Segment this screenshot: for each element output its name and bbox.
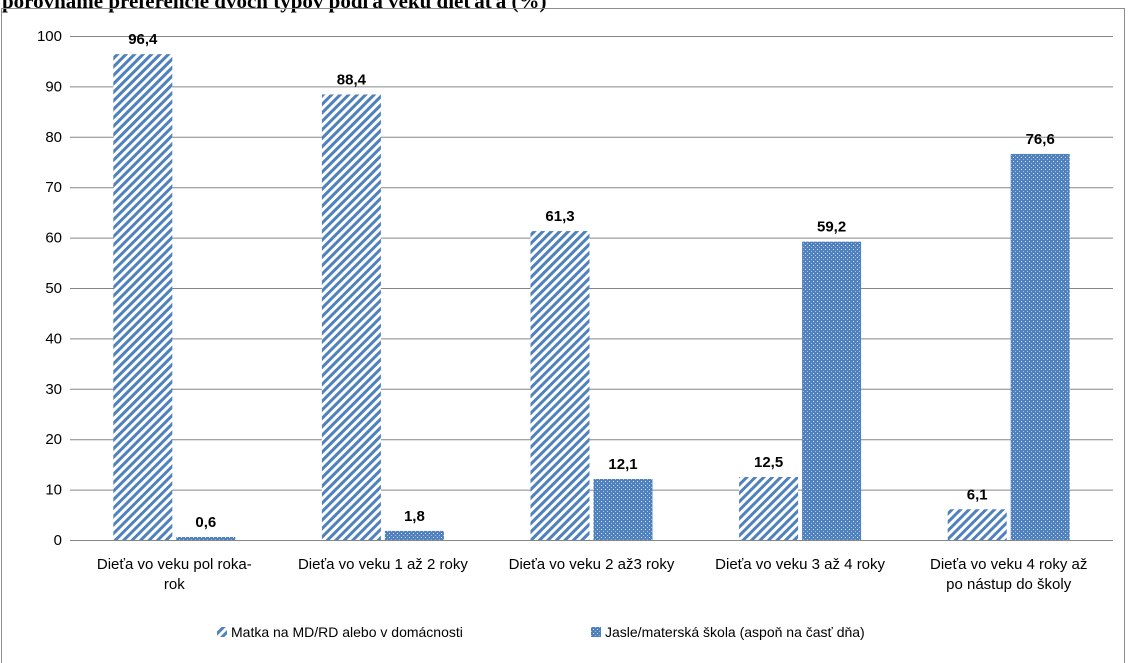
category-label: Dieťa vo veku 2 až3 roky — [509, 556, 675, 573]
y-tick-label: 40 — [45, 330, 62, 347]
y-tick-label: 0 — [54, 532, 62, 549]
y-tick-label: 30 — [45, 381, 62, 398]
data-label: 88,4 — [337, 71, 367, 88]
legend-label: Jasle/materská škola (aspoň na časť dňa) — [605, 624, 865, 640]
category-label: rok — [164, 576, 185, 593]
legend-swatch — [591, 627, 601, 637]
data-labels: 96,4 88,4 61,3 12,5 6,1 0,6 1,8 12,1 59,2 76,6 — [128, 31, 1055, 531]
y-tick-label: 20 — [45, 431, 62, 448]
page-heading: porovnáme preferencie dvoch typov podľa … — [2, 0, 547, 13]
bar — [593, 479, 653, 540]
y-axis-ticks: 0 10 20 30 40 50 60 70 80 90 100 — [37, 28, 62, 549]
data-label: 1,8 — [404, 508, 425, 525]
data-label: 6,1 — [967, 486, 988, 503]
bar — [802, 241, 862, 540]
bar — [1010, 153, 1070, 540]
gridlines — [70, 36, 1113, 541]
legend: Matka na MD/RD alebo v domácnosti Jasle/m… — [217, 624, 865, 640]
legend-label: Matka na MD/RD alebo v domácnosti — [231, 624, 463, 640]
category-label: Dieťa vo veku pol roka- — [97, 556, 252, 573]
bar — [321, 94, 381, 541]
y-tick-label: 10 — [45, 482, 62, 499]
data-label: 59,2 — [817, 219, 846, 236]
data-label: 61,3 — [545, 208, 574, 225]
y-tick-label: 50 — [45, 280, 62, 297]
y-tick-label: 80 — [45, 129, 62, 146]
category-label: Dieťa vo veku 4 roky až — [930, 556, 1087, 573]
data-label: 12,1 — [608, 456, 637, 473]
chart-frame — [1, 8, 1125, 663]
bar — [113, 54, 173, 540]
y-tick-label: 60 — [45, 230, 62, 247]
bar — [176, 536, 236, 540]
bar — [739, 477, 799, 540]
bar — [947, 509, 1007, 540]
data-label: 12,5 — [754, 454, 783, 471]
category-label: Dieťa vo veku 3 až 4 roky — [715, 556, 885, 573]
x-axis-categories: Dieťa vo veku pol roka-rok Dieťa vo veku … — [97, 556, 1088, 593]
category-label: Dieťa vo veku 1 až 2 roky — [298, 556, 468, 573]
data-label: 76,6 — [1026, 131, 1055, 148]
legend-swatch — [217, 627, 227, 637]
data-label: 0,6 — [195, 514, 216, 531]
bar — [530, 231, 590, 540]
bar — [384, 530, 444, 540]
y-tick-label: 90 — [45, 78, 62, 95]
bars — [113, 54, 1070, 541]
data-label: 96,4 — [128, 31, 158, 48]
y-tick-label: 100 — [37, 28, 62, 45]
y-tick-label: 70 — [45, 179, 62, 196]
category-label: po nástup do školy — [946, 576, 1072, 593]
